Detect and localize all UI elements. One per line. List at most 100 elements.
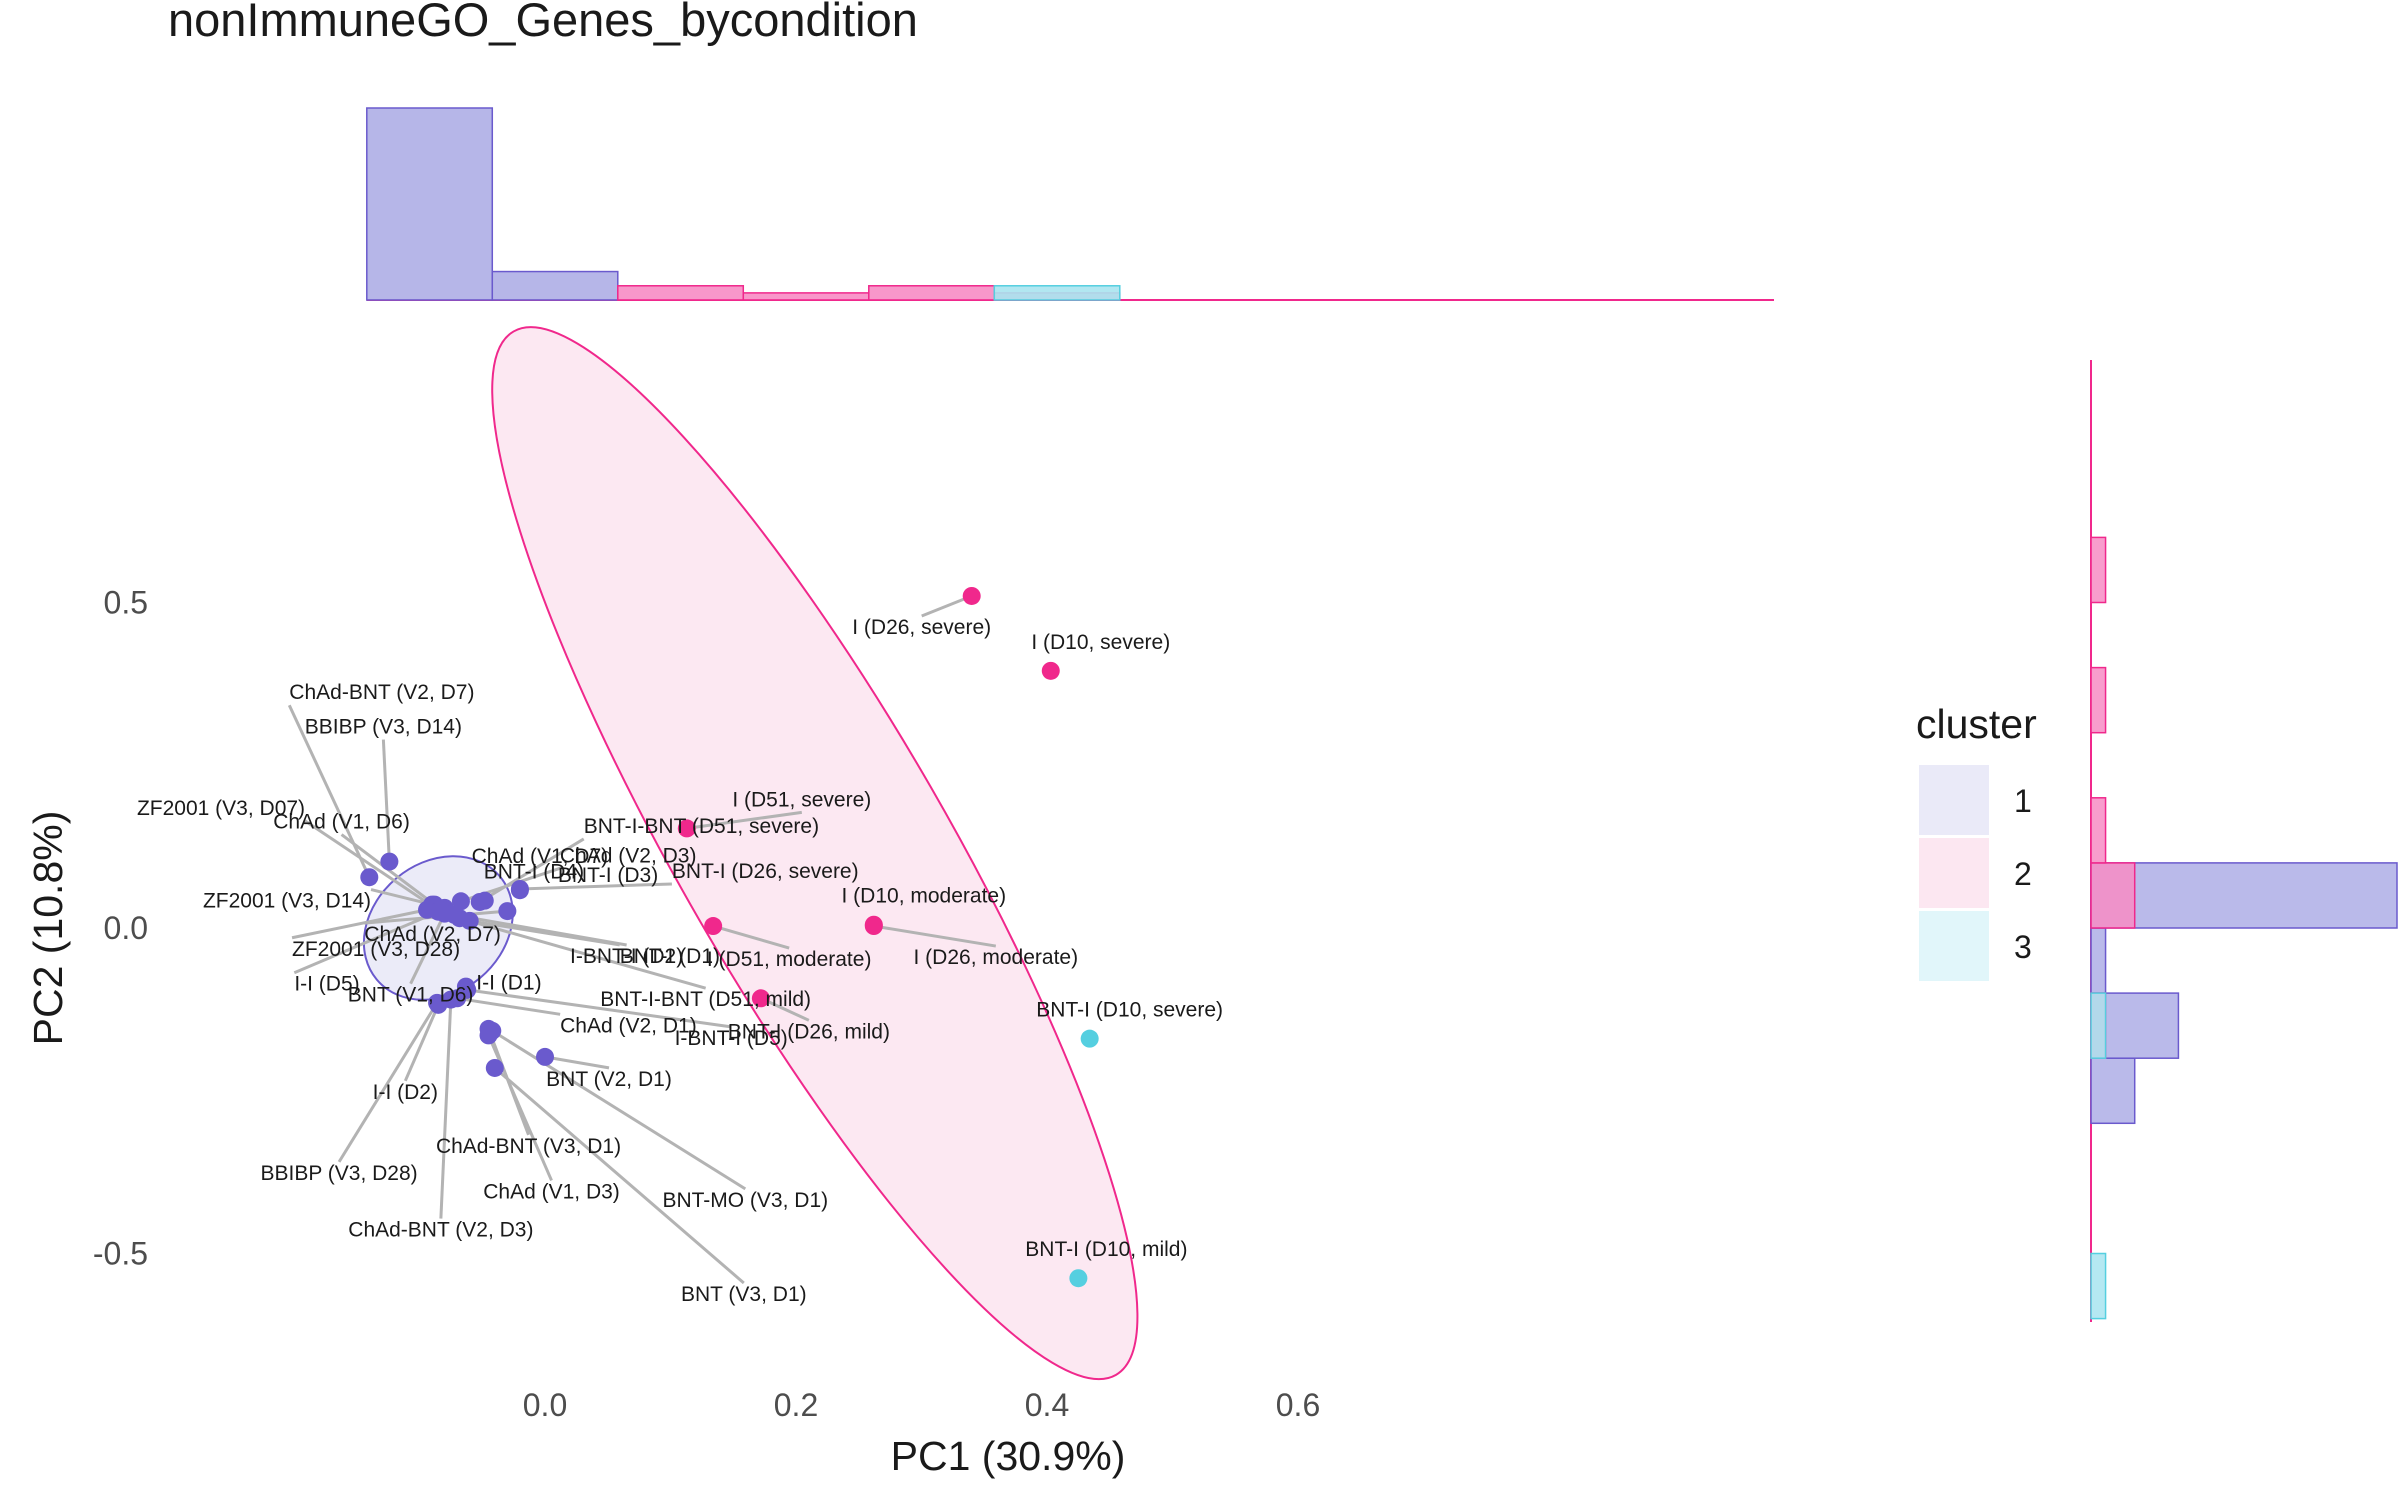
x-tick-label: 0.0 — [523, 1387, 567, 1423]
point-label-22: BNT-I (D1) — [620, 945, 720, 968]
point-label-16: ChAd (V1, D7) — [472, 845, 609, 868]
point-26 — [435, 904, 454, 923]
marginal-x-bar-cluster-3 — [993, 285, 1121, 301]
leader-line — [493, 1066, 745, 1285]
point-label-6: I (D26, moderate) — [914, 946, 1079, 969]
point-label-24: I-BNT-I (D2) — [570, 945, 683, 968]
x-tick-label: 0.6 — [1276, 1387, 1320, 1423]
point-8 — [1080, 1029, 1099, 1048]
point-label-14: BNT-I-BNT (D51, severe) — [584, 815, 819, 838]
legend-title: cluster — [1916, 701, 2037, 747]
marginal-y-histogram — [2090, 360, 2398, 1322]
point-label-29: I-I (D2) — [373, 1081, 438, 1104]
point-label-36: ChAd (V1, D3) — [483, 1180, 620, 1203]
point-label-19: BNT-I (D3) — [558, 864, 658, 887]
point-label-9: BNT-I (D10, mild) — [1025, 1238, 1187, 1261]
marginal-x-bar-cluster-1 — [491, 270, 619, 301]
point-label-18: ChAd (V2, D7) — [364, 923, 501, 946]
point-label-31: I-BNT-I (D5) — [675, 1027, 788, 1050]
point-labels: I (D26, severe) I (D10, severe) I (D51, se… — [137, 616, 1223, 1306]
point-label-17: BNT-I (D4) — [484, 861, 584, 884]
point-label-1: I (D26, severe) — [852, 616, 991, 639]
cluster-ellipses — [362, 326, 1139, 1381]
x-tick-label: 0.2 — [774, 1387, 818, 1423]
x-tick-label: 0.4 — [1025, 1387, 1069, 1423]
marginal-y-bar-cluster-1 — [2090, 1057, 2136, 1125]
point-label-26: BNT (V1, D6) — [348, 984, 474, 1007]
point-label-3: I (D51, severe) — [732, 788, 871, 811]
point-27 — [450, 909, 469, 928]
leader-line — [873, 924, 997, 948]
leader-line — [409, 913, 446, 985]
point-17 — [475, 891, 494, 910]
point-6 — [864, 917, 883, 936]
leader-line — [370, 888, 433, 907]
leader-line — [439, 999, 453, 1219]
point-38 — [485, 1058, 504, 1077]
point-label-5: I (D51, moderate) — [707, 948, 872, 971]
leader-line — [519, 882, 672, 891]
point-2 — [1041, 661, 1060, 680]
point-12 — [380, 852, 399, 871]
leader-line — [459, 916, 707, 990]
leader-line — [466, 988, 732, 1029]
point-label-2: I (D10, severe) — [1031, 631, 1170, 654]
marginal-x-bar-cluster-2 — [742, 292, 870, 301]
x-axis-ticks: 0.0 0.2 0.4 0.6 — [523, 1387, 1320, 1423]
point-20 — [510, 879, 529, 898]
point-label-35: ChAd-BNT (V2, D3) — [348, 1219, 533, 1242]
legend-key-3 — [1919, 911, 1989, 981]
point-label-30: ChAd (V2, D1) — [560, 1014, 697, 1037]
point-label-25: I-I (D5) — [294, 973, 359, 996]
point-31 — [458, 980, 477, 999]
point-label-7: BNT-I (D26, mild) — [728, 1020, 890, 1043]
point-label-8: BNT-I (D10, severe) — [1036, 999, 1223, 1022]
leader-line — [454, 913, 627, 947]
marginal-x-bar-cluster-1 — [366, 107, 494, 301]
point-37 — [483, 1021, 502, 1040]
point-label-27: BNT-I-BNT (D51, mild) — [600, 988, 811, 1011]
marginal-x-histogram — [366, 107, 1774, 301]
leader-line — [712, 924, 790, 950]
point-label-37: BNT-MO (V3, D1) — [662, 1189, 828, 1212]
point-label-38: BNT (V3, D1) — [681, 1283, 807, 1306]
legend-label-3: 3 — [2014, 929, 2032, 965]
leader-line — [381, 739, 391, 862]
point-9 — [1069, 1269, 1088, 1288]
point-32 — [428, 993, 447, 1012]
point-label-28: I-I (D1) — [476, 972, 541, 995]
point-35 — [441, 990, 460, 1009]
point-7 — [751, 989, 770, 1008]
leader-line — [544, 1055, 610, 1070]
point-3 — [677, 819, 696, 838]
leader-line — [337, 1002, 439, 1163]
marginal-y-bar-cluster-2 — [2090, 666, 2107, 734]
point-label-13: ChAd (V2, D3) — [560, 844, 697, 867]
leader-line — [291, 908, 428, 940]
point-label-4: I (D10, moderate) — [842, 885, 1007, 908]
legend: cluster 1 2 3 — [1916, 701, 2037, 981]
leader-line — [478, 837, 585, 904]
leader-line — [293, 910, 439, 975]
point-label-32: BBIBP (V3, D28) — [260, 1162, 417, 1185]
marginal-y-bar-cluster-2 — [2090, 797, 2107, 864]
point-label-23: ZF2001 (V3, D28) — [292, 938, 460, 961]
cluster-2-ellipse — [491, 326, 1139, 1381]
point-label-33: ChAd-BNT (V3, D1) — [436, 1135, 621, 1158]
point-34 — [536, 1047, 554, 1066]
y-axis-ticks: 0.5 0.0 -0.5 — [93, 585, 148, 1272]
y-axis-title: PC2 (10.8%) — [25, 811, 71, 1046]
y-tick-label: 0.0 — [104, 910, 148, 946]
marginal-x-bar-cluster-2 — [617, 285, 745, 301]
point-label-12: BBIBP (V3, D14) — [305, 716, 462, 739]
leader-line — [287, 704, 371, 878]
marginal-y-bar-cluster-3 — [2090, 1252, 2107, 1320]
point-5 — [704, 917, 723, 936]
legend-label-2: 2 — [2014, 856, 2032, 892]
point-10 — [360, 868, 379, 887]
legend-key-1 — [1919, 765, 1989, 835]
marginal-y-bar-cluster-1 — [2090, 862, 2398, 929]
y-tick-label: -0.5 — [93, 1236, 148, 1272]
marginal-x-bar-cluster-2 — [868, 285, 996, 301]
